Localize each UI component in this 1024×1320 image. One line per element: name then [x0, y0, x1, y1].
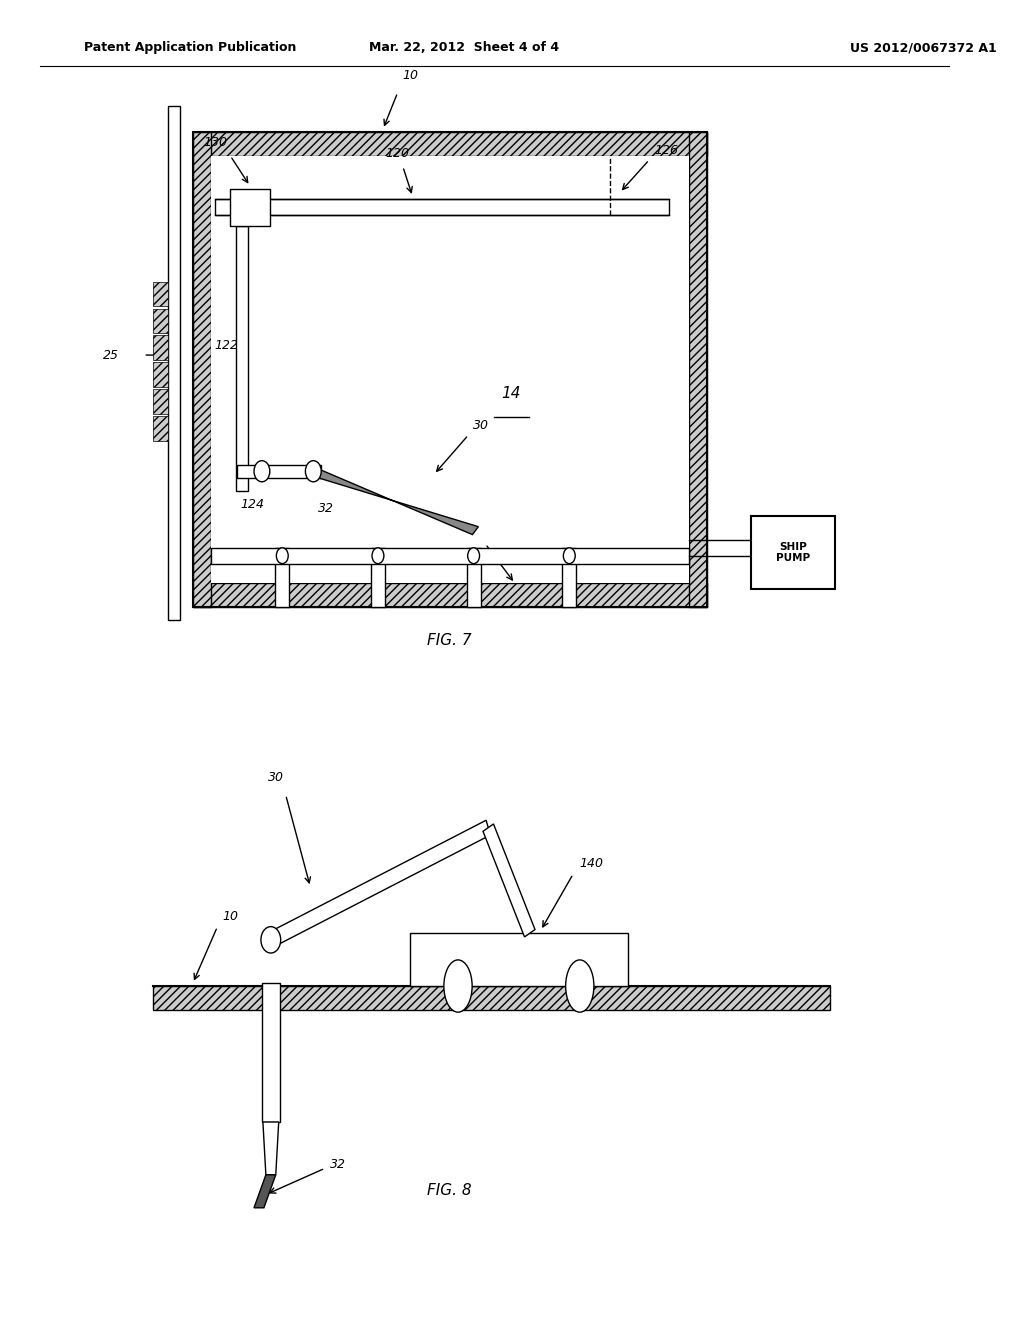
Text: FIG. 8: FIG. 8 — [427, 1183, 472, 1199]
Bar — [262, 983, 280, 1122]
Text: 124: 124 — [240, 498, 264, 511]
Bar — [154, 335, 168, 360]
Text: 140: 140 — [580, 857, 604, 870]
Text: 14: 14 — [502, 385, 521, 401]
Text: 10: 10 — [402, 69, 419, 82]
Bar — [238, 465, 322, 478]
Ellipse shape — [443, 960, 472, 1012]
Circle shape — [563, 548, 575, 564]
Polygon shape — [308, 465, 478, 535]
Bar — [237, 226, 248, 491]
Bar — [275, 548, 289, 607]
Bar — [154, 281, 168, 306]
Bar — [154, 986, 830, 1010]
Circle shape — [261, 927, 281, 953]
Text: SHIP
PUMP: SHIP PUMP — [776, 541, 810, 564]
Text: 32: 32 — [330, 1158, 346, 1171]
Bar — [211, 548, 689, 564]
Text: 126: 126 — [654, 144, 678, 157]
Bar — [193, 132, 707, 607]
Polygon shape — [254, 1175, 275, 1208]
Bar — [168, 106, 180, 620]
Circle shape — [276, 548, 288, 564]
Circle shape — [372, 548, 384, 564]
Text: 25: 25 — [102, 348, 119, 362]
Bar — [562, 548, 577, 607]
Circle shape — [305, 461, 322, 482]
Bar — [230, 189, 269, 226]
Bar — [689, 132, 707, 607]
Bar — [154, 309, 168, 333]
Bar — [193, 583, 707, 607]
Bar — [154, 363, 168, 387]
Bar — [154, 389, 168, 414]
Text: FIG. 7: FIG. 7 — [427, 632, 472, 648]
Bar — [193, 132, 211, 607]
Text: Patent Application Publication: Patent Application Publication — [84, 41, 296, 54]
Text: US 2012/0067372 A1: US 2012/0067372 A1 — [850, 41, 996, 54]
Polygon shape — [263, 1122, 279, 1175]
Text: 32: 32 — [318, 502, 334, 515]
Bar — [193, 132, 707, 156]
Text: 120: 120 — [386, 147, 410, 160]
Text: 130: 130 — [204, 136, 227, 149]
Text: 30: 30 — [473, 420, 489, 432]
Bar — [215, 199, 669, 215]
Bar — [154, 416, 168, 441]
Text: 122: 122 — [214, 339, 239, 351]
Text: Mar. 22, 2012  Sheet 4 of 4: Mar. 22, 2012 Sheet 4 of 4 — [370, 41, 559, 54]
Text: 30: 30 — [267, 771, 284, 784]
Bar — [467, 548, 480, 607]
Polygon shape — [483, 824, 535, 937]
Bar — [211, 156, 689, 583]
Text: 10: 10 — [222, 909, 239, 923]
Bar — [411, 933, 628, 986]
Polygon shape — [268, 820, 490, 948]
Ellipse shape — [565, 960, 594, 1012]
Circle shape — [254, 461, 269, 482]
Bar — [752, 516, 836, 589]
Bar — [371, 548, 385, 607]
Circle shape — [468, 548, 479, 564]
